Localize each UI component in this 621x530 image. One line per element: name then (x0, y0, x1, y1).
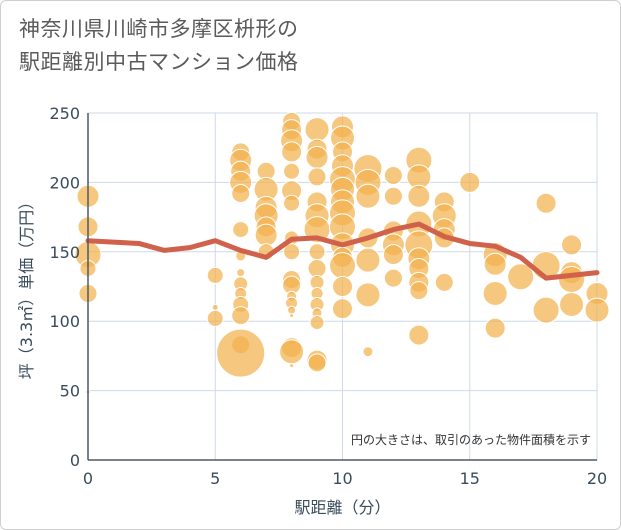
chart-title: 神奈川県川崎市多摩区枡形の 駅距離別中古マンション価格 (19, 13, 299, 79)
data-bubble (279, 339, 305, 365)
data-bubble (383, 186, 403, 206)
data-bubble (289, 363, 295, 369)
data-bubble (304, 117, 330, 143)
data-bubble (206, 309, 224, 327)
x-tick-label: 15 (460, 469, 480, 488)
chart-title-line-1: 神奈川県川崎市多摩区枡形の (19, 17, 299, 41)
data-bubble (307, 167, 327, 187)
data-bubble (483, 252, 507, 276)
data-bubble (231, 184, 251, 204)
data-bubble (409, 281, 429, 301)
data-bubble (283, 243, 301, 261)
data-bubble (211, 303, 219, 311)
data-bubble (329, 252, 356, 280)
data-bubble (236, 268, 246, 278)
x-tick-label: 10 (332, 469, 352, 488)
y-tick-label: 250 (49, 104, 80, 123)
average-price-line (85, 221, 600, 281)
data-bubble (484, 317, 506, 339)
y-tick-label: 200 (49, 173, 80, 192)
data-bubble (407, 184, 431, 208)
data-bubble (309, 315, 325, 331)
y-tick-label: 150 (49, 243, 80, 262)
data-bubble (283, 194, 301, 212)
data-bubble (283, 162, 301, 180)
data-bubble (434, 272, 454, 292)
data-bubble (561, 234, 583, 256)
x-tick-label: 0 (83, 469, 93, 488)
data-bubble (355, 247, 381, 273)
data-bubble (308, 243, 326, 261)
y-tick-label: 100 (49, 312, 80, 331)
data-bubble (254, 223, 278, 247)
data-bubble (305, 145, 329, 169)
x-tick-label: 20 (587, 469, 607, 488)
data-bubble (355, 282, 381, 308)
data-bubble (332, 298, 353, 320)
data-bubble (459, 171, 481, 193)
data-bubble (535, 192, 557, 214)
y-tick-label: 50 (60, 382, 80, 401)
y-axis-label: 坪（3.3㎡）単価（万円） (17, 194, 36, 379)
bubble-size-note: 円の大きさは、取引のあった物件面積を示す (351, 432, 591, 447)
data-bubble (362, 346, 374, 358)
axis-layer: 0 50 100 150 200 250 0 5 10 15 20 (49, 104, 607, 488)
data-bubble (307, 258, 327, 278)
data-bubble (287, 305, 297, 315)
data-bubble (206, 266, 224, 284)
data-bubble (383, 165, 403, 185)
data-bubble (216, 328, 266, 378)
data-bubble (507, 263, 535, 291)
average-line-layer (85, 221, 600, 281)
y-tick-label: 0 (70, 451, 80, 470)
x-tick-label: 5 (210, 469, 220, 488)
data-bubble (355, 183, 381, 209)
data-bubble (559, 292, 585, 318)
bubble-layer (74, 111, 610, 395)
data-bubble (281, 141, 303, 163)
data-bubble (558, 266, 586, 294)
data-bubble (231, 306, 251, 326)
data-bubble (482, 280, 508, 306)
chart-title-line-2: 駅距離別中古マンション価格 (19, 50, 299, 74)
data-bubble (382, 244, 404, 266)
data-bubble (232, 221, 250, 239)
data-bubble (307, 353, 327, 373)
data-bubble (332, 276, 353, 297)
data-bubble (289, 313, 295, 319)
data-bubble (383, 268, 403, 288)
data-bubble (584, 297, 610, 323)
data-bubble (532, 296, 560, 324)
x-axis-label: 駅距離（分） (294, 498, 390, 517)
data-bubble (408, 324, 430, 346)
